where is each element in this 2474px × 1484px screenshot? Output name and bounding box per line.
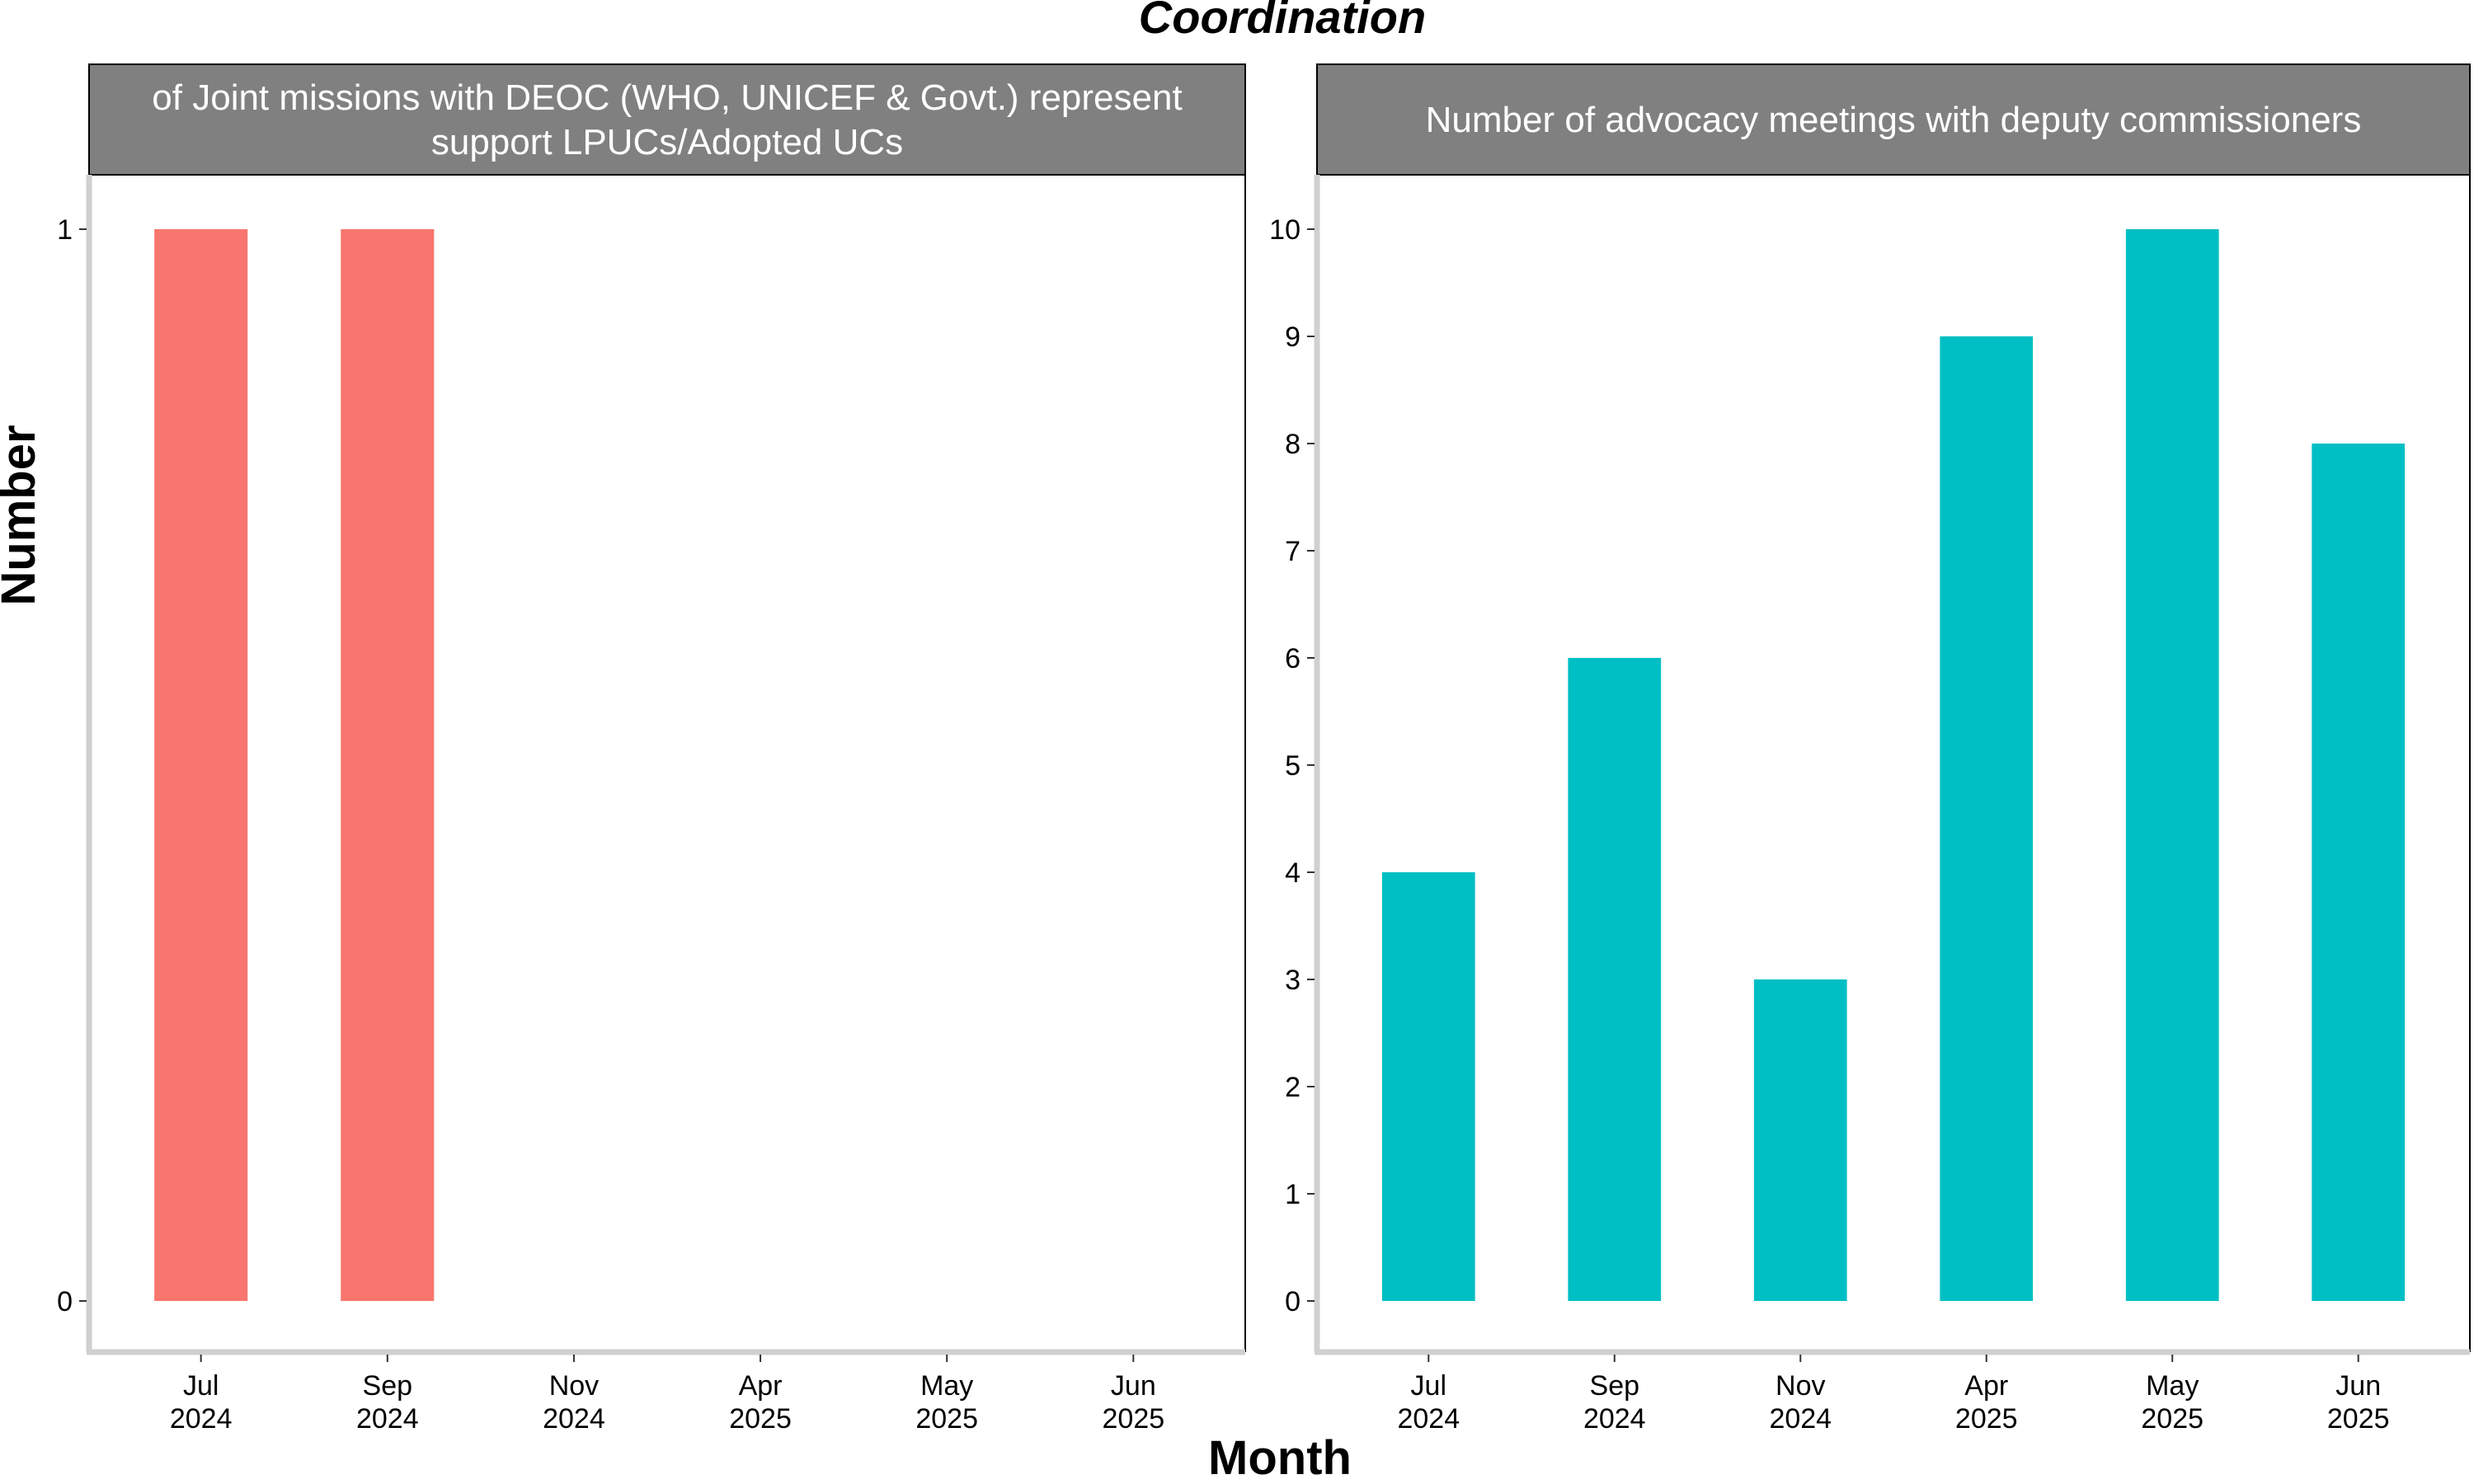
chart-title: Coordination [1139, 0, 1426, 43]
x-tick-label: Jun 2025 [2327, 1370, 2390, 1435]
y-tick-label: 6 [1285, 643, 1300, 674]
y-tick-label: 1 [1285, 1179, 1300, 1210]
y-tick-label: 9 [1285, 322, 1300, 353]
x-tick-label: Apr 2025 [1955, 1370, 2018, 1435]
bar [2312, 444, 2406, 1301]
x-tick-label: Sep 2024 [356, 1370, 419, 1435]
strip-title-line: of Joint missions with DEOC (WHO, UNICEF… [152, 77, 1182, 118]
y-tick-label: 0 [1285, 1286, 1300, 1317]
y-tick-label: 0 [57, 1286, 73, 1317]
y-tick-label: 5 [1285, 750, 1300, 782]
facet-strip-title: Number of advocacy meetings with deputy … [1426, 100, 2362, 140]
x-tick-label: Sep 2024 [1583, 1370, 1646, 1435]
bar [1753, 979, 1847, 1301]
facet-strip [1316, 63, 2471, 176]
y-tick-label: 8 [1285, 429, 1300, 460]
y-tick-label: 1 [57, 214, 73, 246]
bar [1568, 658, 1662, 1301]
x-tick-label: May 2025 [915, 1370, 978, 1435]
x-tick-label: Nov 2024 [543, 1370, 605, 1435]
y-tick-label: 2 [1285, 1072, 1300, 1103]
bar [2125, 229, 2219, 1301]
x-tick-label: Apr 2025 [729, 1370, 792, 1435]
facet-panel-1: of Joint missions with DEOC (WHO, UNICEF… [57, 63, 1246, 1435]
strip-title-line: support LPUCs/Adopted UCs [431, 122, 903, 162]
x-tick-label: Jun 2025 [1103, 1370, 1165, 1435]
x-tick-label: Nov 2024 [1769, 1370, 1832, 1435]
x-tick-label: Jul 2024 [170, 1370, 233, 1435]
bar [1940, 336, 2034, 1301]
y-tick-label: 7 [1285, 536, 1300, 567]
y-tick-label: 3 [1285, 965, 1300, 996]
facet-panel-2: Number of advocacy meetings with deputy … [1269, 63, 2471, 1435]
y-tick-label: 4 [1285, 857, 1300, 889]
facet-panels: of Joint missions with DEOC (WHO, UNICEF… [57, 63, 2471, 1435]
facet-strip-title: of Joint missions with DEOC (WHO, UNICEF… [152, 77, 1182, 162]
y-tick-label: 10 [1269, 214, 1300, 246]
bar [1381, 872, 1475, 1301]
facet-strip [88, 63, 1246, 176]
x-axis-title: Month [1208, 1431, 1352, 1484]
x-tick-label: May 2025 [2141, 1370, 2204, 1435]
x-tick-label: Jul 2024 [1397, 1370, 1460, 1435]
bar [341, 229, 435, 1301]
strip-title-line: Number of advocacy meetings with deputy … [1426, 100, 2362, 140]
bar [154, 229, 248, 1301]
y-axis-title: Number [0, 425, 45, 605]
